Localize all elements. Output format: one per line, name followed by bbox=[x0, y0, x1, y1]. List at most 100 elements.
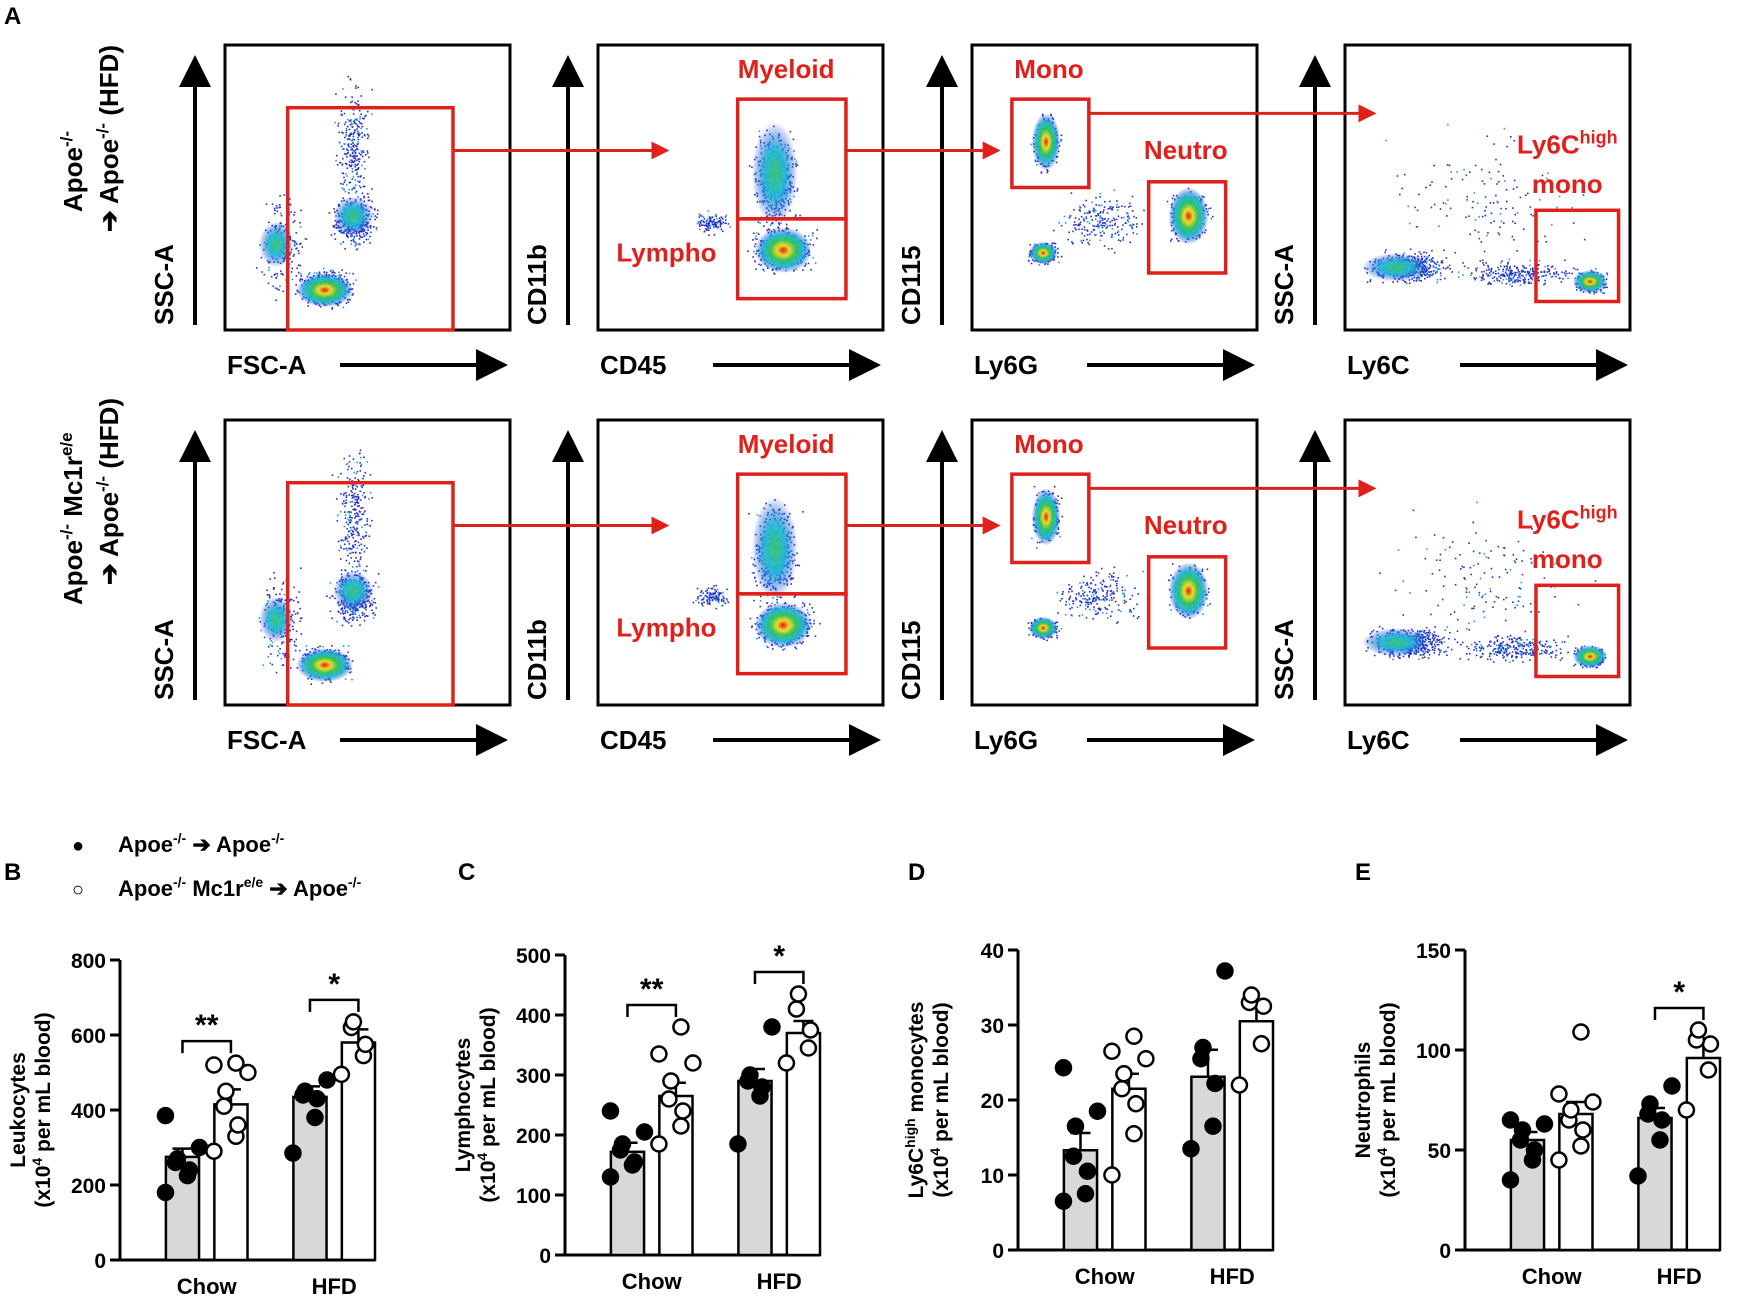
y-axis-title: Leukocytes bbox=[7, 1052, 30, 1168]
data-point bbox=[1550, 1085, 1568, 1103]
plot-frame bbox=[596, 418, 885, 707]
data-point bbox=[168, 1150, 187, 1168]
plot-frame bbox=[970, 418, 1259, 707]
data-point bbox=[156, 1106, 175, 1125]
plot-frame bbox=[223, 43, 512, 332]
gate-label-ly6c-high: Ly6Chigh bbox=[1517, 502, 1618, 534]
data-point bbox=[801, 1021, 820, 1039]
data-point bbox=[1113, 1080, 1131, 1098]
data-point bbox=[1078, 1162, 1097, 1180]
y-axis-label: CD115 bbox=[896, 246, 926, 326]
y-axis-title: Ly6Chigh monocytes bbox=[902, 1002, 928, 1199]
gate-rect-1 bbox=[1010, 472, 1091, 565]
y-tick-label: 150 bbox=[1416, 940, 1451, 963]
x-axis-label: Ly6G bbox=[974, 725, 1038, 755]
x-axis-label: Ly6C bbox=[1347, 350, 1410, 380]
panel-label-e: E bbox=[1355, 859, 1371, 886]
data-point bbox=[1677, 1101, 1696, 1119]
gate-label-neutro: Neutro bbox=[1144, 135, 1228, 165]
significance-bracket bbox=[753, 970, 805, 984]
row2-line1: Apoe bbox=[58, 540, 88, 605]
svg-text:Apoe-/- Mc1re/e: Apoe-/- Mc1re/e bbox=[57, 432, 88, 605]
x-category-label: HFD bbox=[1657, 1264, 1702, 1289]
y-axis-label: CD115 bbox=[896, 621, 926, 701]
plot-frame bbox=[970, 43, 1259, 332]
y-tick-label: 50 bbox=[1428, 1140, 1451, 1163]
plot-frame bbox=[596, 43, 885, 332]
legend-filled-marker: ● bbox=[72, 835, 84, 857]
bar-open-hfd bbox=[1238, 1020, 1275, 1252]
bar-open-hfd bbox=[785, 1031, 822, 1257]
y-tick-label: 500 bbox=[516, 945, 551, 968]
data-point bbox=[1076, 1185, 1095, 1203]
data-point bbox=[601, 1102, 620, 1120]
data-point bbox=[1535, 1115, 1554, 1133]
gate-label-lympho: Lympho bbox=[616, 238, 716, 268]
gate-rect-2 bbox=[735, 592, 848, 676]
bar-filled-hfd bbox=[737, 1079, 773, 1257]
y-tick-label: 40 bbox=[981, 940, 1004, 963]
x-axis-label: CD45 bbox=[600, 350, 666, 380]
gate-label-ly6c-high: Ly6Chigh bbox=[1517, 127, 1618, 159]
data-point bbox=[1572, 1023, 1590, 1041]
significance-stars: * bbox=[328, 968, 340, 1001]
gate-label-mono: mono bbox=[1532, 544, 1603, 574]
y-tick-label: 200 bbox=[71, 1175, 106, 1198]
significance-bracket bbox=[1653, 1006, 1705, 1020]
data-point bbox=[1125, 1027, 1143, 1045]
data-point bbox=[672, 1018, 690, 1036]
data-point bbox=[1103, 1042, 1121, 1060]
data-point bbox=[1525, 1141, 1544, 1159]
y-axis-label: CD11b bbox=[522, 244, 552, 325]
data-point bbox=[763, 1018, 781, 1036]
gate-label-neutro: Neutro bbox=[1144, 510, 1228, 540]
data-point bbox=[1501, 1111, 1520, 1129]
x-category-label: Chow bbox=[1522, 1264, 1583, 1289]
data-point bbox=[1194, 1038, 1212, 1057]
data-point bbox=[227, 1054, 245, 1072]
y-axis-title-units: (x104 per mL blood) bbox=[474, 1007, 500, 1202]
data-point bbox=[217, 1082, 235, 1100]
data-point bbox=[650, 1135, 668, 1153]
gate-rect-1 bbox=[1534, 208, 1621, 304]
data-point bbox=[625, 1153, 644, 1171]
flow-plot-r2-p1: SSC-A FSC-A bbox=[149, 418, 512, 756]
gate-label-mono: Mono bbox=[1014, 429, 1083, 459]
scatter-dots bbox=[256, 75, 379, 310]
y-axis-title: Neutrophils bbox=[1352, 1042, 1375, 1159]
data-point bbox=[215, 1097, 233, 1115]
significance-bracket bbox=[181, 1039, 233, 1054]
y-axis-label: SSC-A bbox=[149, 244, 179, 325]
data-point bbox=[1550, 1151, 1568, 1169]
data-point bbox=[239, 1063, 257, 1082]
svg-text:➔ Apoe-/- (HFD): ➔ Apoe-/- (HFD) bbox=[93, 45, 124, 232]
data-point bbox=[156, 1183, 175, 1202]
gate-rect-2 bbox=[735, 217, 848, 301]
data-point bbox=[180, 1161, 199, 1179]
data-point bbox=[1103, 1166, 1121, 1184]
x-category-label: Chow bbox=[622, 1269, 683, 1294]
flow-plot-r2-p3: Mono Neutro CD115 Ly6G bbox=[896, 418, 1259, 756]
y-tick-label: 100 bbox=[516, 1185, 551, 1208]
significance-bracket bbox=[308, 998, 360, 1012]
x-axis-label: Ly6G bbox=[974, 350, 1038, 380]
data-point bbox=[729, 1135, 747, 1153]
data-point bbox=[1501, 1171, 1520, 1189]
data-point bbox=[684, 1054, 702, 1072]
row2-line2: ➔ Apoe bbox=[94, 492, 124, 585]
y-tick-label: 30 bbox=[981, 1015, 1004, 1038]
flow-plot-r1-p2: Myeloid Lympho CD11b CD45 bbox=[522, 43, 885, 381]
scatter-dots bbox=[1027, 113, 1214, 266]
data-point bbox=[1584, 1093, 1602, 1111]
legend-open-label: Apoe-/- Mc1re/e ➔ Apoe-/- bbox=[118, 874, 362, 901]
y-tick-label: 100 bbox=[1416, 1040, 1451, 1063]
flow-plot-r1-p3: Mono Neutro CD115 Ly6G bbox=[896, 43, 1259, 381]
data-point bbox=[1127, 1095, 1145, 1113]
flow-plot-r1-p1: SSC-A FSC-A bbox=[149, 43, 512, 381]
data-point bbox=[1641, 1095, 1659, 1113]
data-point bbox=[601, 1168, 620, 1186]
y-tick-label: 400 bbox=[71, 1100, 106, 1123]
data-point bbox=[1088, 1102, 1107, 1120]
data-point bbox=[205, 1142, 223, 1160]
